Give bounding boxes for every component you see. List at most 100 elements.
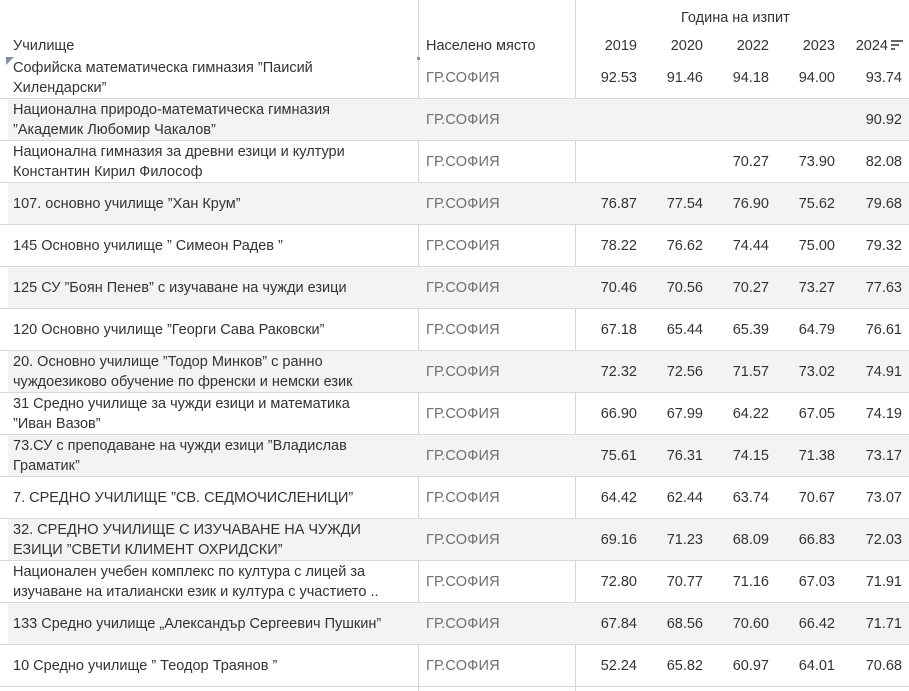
score-cell-2020: 65.44	[666, 321, 703, 338]
school-name-line: Национален учебен комплекс по култура с …	[13, 563, 366, 580]
score-cell-2023: 71.38	[798, 447, 835, 464]
table-row[interactable]: 73.СУ с преподаване на чужди езици ”Влад…	[0, 435, 909, 477]
place-cell: ГР.СОФИЯ	[426, 153, 500, 170]
place-cell: ГР.СОФИЯ	[426, 195, 500, 212]
score-cell-2020: 76.31	[666, 447, 703, 464]
school-name-line: Граматик”	[13, 457, 80, 474]
score-cell-2023: 94.00	[798, 69, 835, 86]
school-name-line: ”Академик Любомир Чакалов”	[13, 121, 216, 138]
school-name-line: Константин Кирил Философ	[13, 163, 203, 180]
table-row[interactable]: 32. СРЕДНО УЧИЛИЩЕ С ИЗУЧАВАНЕ НА ЧУЖДИ Е…	[0, 519, 909, 561]
score-cell-2023: 64.79	[798, 321, 835, 338]
school-name: Национална природо-математическа гимнази…	[13, 99, 413, 140]
school-column-header[interactable]: Училище	[13, 38, 75, 54]
year-header-1[interactable]: 2020	[670, 38, 703, 54]
table-row[interactable]: 133 Средно училище „Александър Сергеевич…	[0, 603, 909, 645]
school-name-line: 73.СУ с преподаване на чужди езици ”Влад…	[13, 437, 347, 454]
score-cell-2020: 71.23	[666, 531, 703, 548]
score-cell-2022: 70.27	[732, 153, 769, 170]
score-cell-2019: 92.53	[600, 69, 637, 86]
score-cell-2019: 64.42	[600, 489, 637, 506]
table-row[interactable]: 120 Основно училище ”Георги Сава Раковск…	[0, 309, 909, 351]
school-name-line: Софийска математическа гимназия ”Паисий	[13, 59, 313, 76]
score-cell-2023: 75.00	[798, 237, 835, 254]
score-cell-2022: 63.74	[732, 489, 769, 506]
score-cell-2023: 75.62	[798, 195, 835, 212]
school-name-line: чуждоезиково обучение по френски и немск…	[13, 373, 353, 390]
school-name: 7. СРЕДНО УЧИЛИЩЕ ”СВ. СЕДМОЧИСЛЕНИЦИ”	[13, 477, 413, 518]
score-cell-2019: 69.16	[600, 531, 637, 548]
school-name-line: 145 Основно училище ” Симеон Радев ”	[13, 237, 283, 254]
school-name: Национален учебен комплекс по култура с …	[13, 561, 413, 602]
place-cell: ГР.СОФИЯ	[426, 531, 500, 548]
table-row[interactable]: 145 Основно училище ” Симеон Радев ” ГР.С…	[0, 225, 909, 267]
school-name-line: Хилендарски”	[13, 79, 107, 96]
place-cell: ГР.СОФИЯ	[426, 573, 500, 590]
score-cell-2022: 64.22	[732, 405, 769, 422]
place-column-header[interactable]: Населено място	[426, 38, 536, 54]
score-cell-2020: 77.54	[666, 195, 703, 212]
year-header-4[interactable]: 2024	[855, 38, 888, 54]
school-name-line: ”Иван Вазов”	[13, 415, 101, 432]
school-name-line: 120 Основно училище ”Георги Сава Раковск…	[13, 321, 325, 338]
score-cell-2024: 82.08	[865, 153, 902, 170]
score-cell-2020: 70.77	[666, 573, 703, 590]
score-cell-2023: 73.02	[798, 363, 835, 380]
table-row[interactable]: 20. Основно училище ”Тодор Минков” с ран…	[0, 351, 909, 393]
place-cell: ГР.СОФИЯ	[426, 363, 500, 380]
score-cell-2020: 76.62	[666, 237, 703, 254]
score-cell-2022	[709, 99, 769, 140]
year-header-2[interactable]: 2022	[736, 38, 769, 54]
score-cell-2024: 90.92	[865, 111, 902, 128]
score-cell-2022: 68.09	[732, 531, 769, 548]
school-name: 133 Средно училище „Александър Сергеевич…	[13, 603, 413, 644]
score-cell-2023: 66.42	[798, 615, 835, 632]
school-name: Софийска математическа гимназия ”Паисий Х…	[13, 57, 413, 98]
score-cell-2020: 68.56	[666, 615, 703, 632]
place-cell: ГР.СОФИЯ	[426, 447, 500, 464]
score-cell-2024: 93.74	[865, 69, 902, 86]
table-row[interactable]: Национален учебен комплекс по култура с …	[0, 561, 909, 603]
sort-descending-icon[interactable]	[891, 40, 903, 51]
score-cell-2023: 73.90	[798, 153, 835, 170]
place-cell: ГР.СОФИЯ	[426, 69, 500, 86]
score-cell-2024: 70.68	[865, 657, 902, 674]
score-cell-2024: 74.19	[865, 405, 902, 422]
table-row[interactable]: Софийска математическа гимназия ”Паисий Х…	[0, 57, 909, 99]
score-cell-2022: 65.39	[732, 321, 769, 338]
table-row[interactable]: 107. основно училище ”Хан Крум” ГР.СОФИЯ 7…	[0, 183, 909, 225]
table-row[interactable]: 31 Средно училище за чужди езици и матем…	[0, 393, 909, 435]
row-band	[8, 519, 909, 560]
score-cell-2023: 64.01	[798, 657, 835, 674]
score-cell-2023: 67.05	[798, 405, 835, 422]
score-cell-2019: 66.90	[600, 405, 637, 422]
score-cell-2024: 79.68	[865, 195, 902, 212]
table-row[interactable]: Национална гимназия за древни езици и ку…	[0, 141, 909, 183]
row-band	[8, 435, 909, 476]
school-name-line: 31 Средно училище за чужди езици и матем…	[13, 395, 350, 412]
row-band	[8, 183, 909, 224]
table-row[interactable]: 7. СРЕДНО УЧИЛИЩЕ ”СВ. СЕДМОЧИСЛЕНИЦИ” ГР…	[0, 477, 909, 519]
row-marker-icon	[6, 57, 14, 65]
school-name-line: Национална природо-математическа гимнази…	[13, 101, 331, 118]
table-row[interactable]: Национална природо-математическа гимнази…	[0, 99, 909, 141]
score-cell-2024: 76.61	[865, 321, 902, 338]
table-row[interactable]: 125 СУ ”Боян Пенев” с изучаване на чужди…	[0, 267, 909, 309]
year-header-0[interactable]: 2019	[604, 38, 637, 54]
score-cell-2022: 60.97	[732, 657, 769, 674]
score-cell-2022: 70.27	[732, 279, 769, 296]
school-name: 73.СУ с преподаване на чужди езици ”Влад…	[13, 435, 413, 476]
year-header-3[interactable]: 2023	[802, 38, 835, 54]
place-cell: ГР.СОФИЯ	[426, 615, 500, 632]
row-band	[8, 351, 909, 392]
school-name-line: Национална гимназия за древни езици и ку…	[13, 143, 345, 160]
place-cell: ГР.СОФИЯ	[426, 279, 500, 296]
table-row[interactable]: 10 Средно училище ” Теодор Траянов ” ГР.С…	[0, 645, 909, 687]
school-name-line: 107. основно училище ”Хан Крум”	[13, 195, 241, 212]
score-cell-2020: 65.82	[666, 657, 703, 674]
score-cell-2020: 70.56	[666, 279, 703, 296]
score-cell-2022: 76.90	[732, 195, 769, 212]
school-name: 31 Средно училище за чужди езици и матем…	[13, 393, 413, 434]
score-cell-2019: 67.84	[600, 615, 637, 632]
